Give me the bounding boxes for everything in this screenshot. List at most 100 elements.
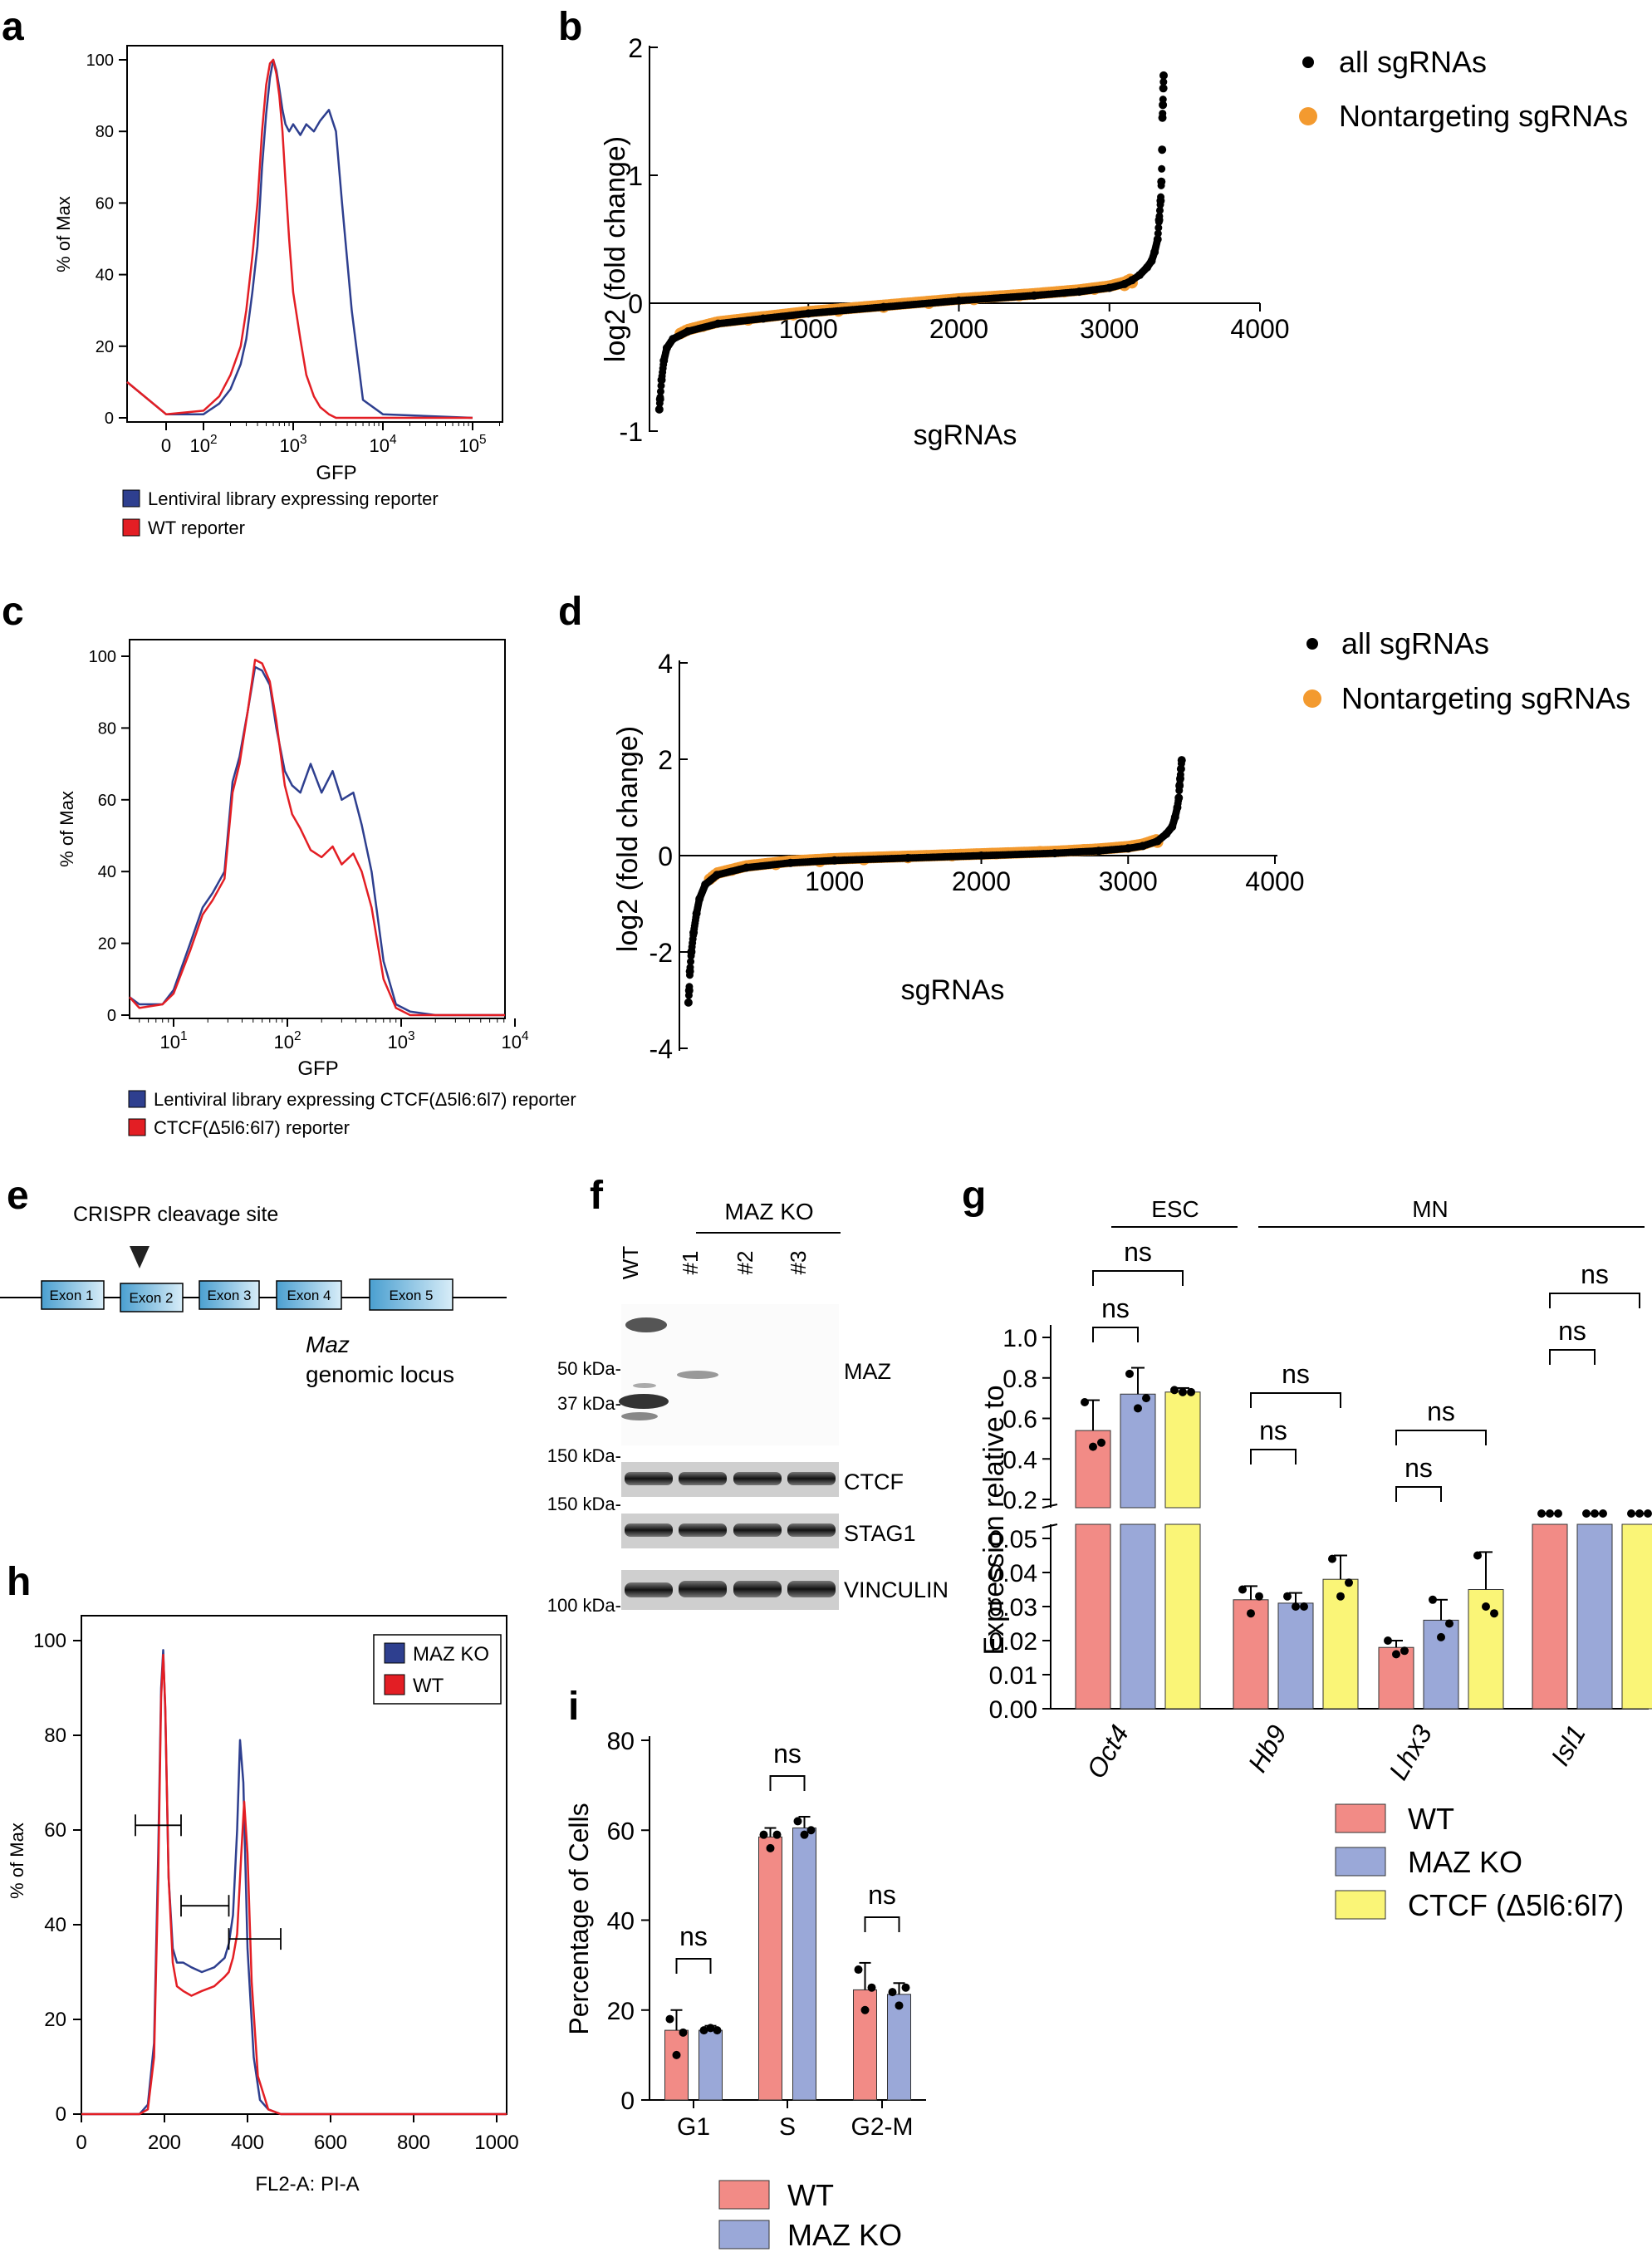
svg-text:Exon 1: Exon 1 <box>50 1288 94 1303</box>
panel-letter-e: e <box>7 1174 29 1218</box>
data-point <box>1247 1609 1255 1618</box>
sgrna-point <box>977 851 986 860</box>
y-tick-label: 80 <box>44 1725 66 1747</box>
sgrna-point <box>656 387 664 395</box>
sgrna-point <box>1177 756 1186 765</box>
sgrna-point <box>1162 829 1171 838</box>
sgrna-point <box>1153 235 1162 243</box>
data-point <box>1179 1387 1187 1396</box>
y-axis-label: log2 (fold change) <box>600 136 631 362</box>
lane-label: #2 <box>733 1251 757 1275</box>
sgrna-point <box>684 998 693 1007</box>
x-tick-label: 0 <box>161 435 171 456</box>
bracket <box>1395 1486 1442 1502</box>
y-tick-label: 0.05 <box>989 1526 1037 1553</box>
y-tick-label: 1 <box>628 161 643 191</box>
y-axis-label: % of Max <box>7 1823 27 1899</box>
sgrna-point <box>1153 837 1162 846</box>
legend-swatch <box>718 2180 770 2210</box>
x-axis-label: FL2-A: PI-A <box>255 2173 359 2196</box>
y-tick-label: 0 <box>56 2103 66 2126</box>
data-point <box>860 2005 870 2014</box>
exon-2: Exon 2 <box>120 1283 184 1312</box>
sgrna-point <box>1154 223 1163 232</box>
bracket <box>1395 1430 1487 1445</box>
bar-oct4 <box>1164 1523 1201 1710</box>
bars <box>664 1816 911 2101</box>
y-tick-label: 100 <box>86 52 114 70</box>
y-tick-label: 4 <box>658 649 673 679</box>
panel-e-gene-diagram: CRISPR cleavage site Exon 1 Exon 2 Exon … <box>0 1203 507 1387</box>
data-point <box>1490 1609 1498 1618</box>
legend: all sgRNAs Nontargeting sgRNAs <box>1299 45 1628 133</box>
data-point <box>772 1830 782 1839</box>
panel-letter-g: g <box>962 1174 986 1218</box>
y-axis-ticks: 0 20 40 60 80 100 <box>86 52 127 428</box>
panel-letter-f: f <box>590 1174 604 1218</box>
y-axis-ticks: 0 20 40 60 80 100 <box>33 1630 81 2126</box>
data-point <box>672 2050 681 2059</box>
exon-5: Exon 5 <box>369 1278 453 1311</box>
size-marker: 100 kDa- <box>547 1595 621 1616</box>
sgrna-point <box>684 986 694 995</box>
data-point <box>1429 1595 1437 1604</box>
x-tick-label: 4000 <box>1230 314 1289 344</box>
y-tick-label: 0.8 <box>1002 1366 1037 1393</box>
x-tick-label: 4000 <box>1245 866 1304 896</box>
data-point <box>1554 1509 1562 1518</box>
bar-oct4 <box>1120 1523 1156 1710</box>
protein-labels: MAZ CTCF STAG1 VINCULIN <box>844 1359 949 1602</box>
data-point <box>1238 1585 1247 1594</box>
x-axis-ticks: 1000 2000 3000 4000 <box>779 303 1290 344</box>
significance-brackets: ns ns ns ns ns ns ns ns <box>1092 1237 1640 1502</box>
y-tick-label: 40 <box>98 863 116 881</box>
panel-letter-c: c <box>2 590 24 634</box>
y-axis: 0 20 40 60 80 <box>607 1728 926 2115</box>
sgrna-point <box>1143 262 1152 272</box>
x-tick-label: 103 <box>279 433 306 456</box>
category-label: S <box>779 2113 796 2141</box>
x-tick-label: 3000 <box>1080 314 1139 344</box>
cleavage-arrow-icon <box>130 1246 150 1268</box>
data-point <box>713 2026 722 2035</box>
sgrna-point <box>1159 71 1168 80</box>
y-axis-label: log2 (fold change) <box>612 726 644 952</box>
ns-label: ns <box>679 1921 708 1951</box>
legend: WT MAZ KO CTCF (Δ5l6:6l7) <box>1335 1802 1624 1922</box>
sgrna-point <box>1158 113 1167 122</box>
data-point <box>1591 1509 1599 1518</box>
svg-text:Exon 4: Exon 4 <box>287 1288 331 1303</box>
data-point <box>1097 1438 1105 1447</box>
data-points <box>654 71 1168 414</box>
bar-isl1 <box>1576 1523 1613 1710</box>
series-line <box>81 1653 507 2116</box>
legend-swatch-blue <box>128 1090 146 1108</box>
sgrna-point <box>786 858 795 867</box>
ns-label: ns <box>773 1739 801 1769</box>
category-label: Lhx3 <box>1383 1720 1438 1784</box>
group-label: MAZ KO <box>724 1199 813 1224</box>
legend: all sgRNAs Nontargeting sgRNAs <box>1303 626 1630 715</box>
group-labels: ESC MN <box>1111 1196 1645 1228</box>
legend-label: all sgRNAs <box>1341 626 1489 660</box>
size-markers: 50 kDa- 37 kDa- 150 kDa- 150 kDa- 100 kDa- <box>547 1358 621 1616</box>
legend-label: MAZ KO <box>1408 1845 1522 1879</box>
bar-g1 <box>699 2029 723 2101</box>
y-tick-label: 0.4 <box>1002 1446 1037 1474</box>
sgrna-point <box>695 895 704 904</box>
protein-label: VINCULIN <box>844 1577 949 1602</box>
x-tick-label: 0 <box>76 2132 86 2154</box>
x-axis-ticks: 0 200 400 600 800 1000 <box>76 2114 519 2154</box>
sgrna-point <box>1075 287 1084 297</box>
data-point <box>1445 1619 1453 1628</box>
bar-oct4 <box>1120 1393 1156 1509</box>
sgrna-point <box>1124 844 1133 853</box>
category-label: Oct4 <box>1081 1720 1135 1784</box>
sgrna-point <box>692 909 701 918</box>
ns-label: ns <box>1404 1453 1433 1483</box>
panel-letters: a b c d e f g h i <box>2 5 986 1729</box>
x-tick-label: 103 <box>387 1029 414 1052</box>
svg-text:Exon 2: Exon 2 <box>130 1290 174 1306</box>
legend: MAZ KO WT <box>373 1634 502 1705</box>
protein-label: CTCF <box>844 1469 904 1494</box>
